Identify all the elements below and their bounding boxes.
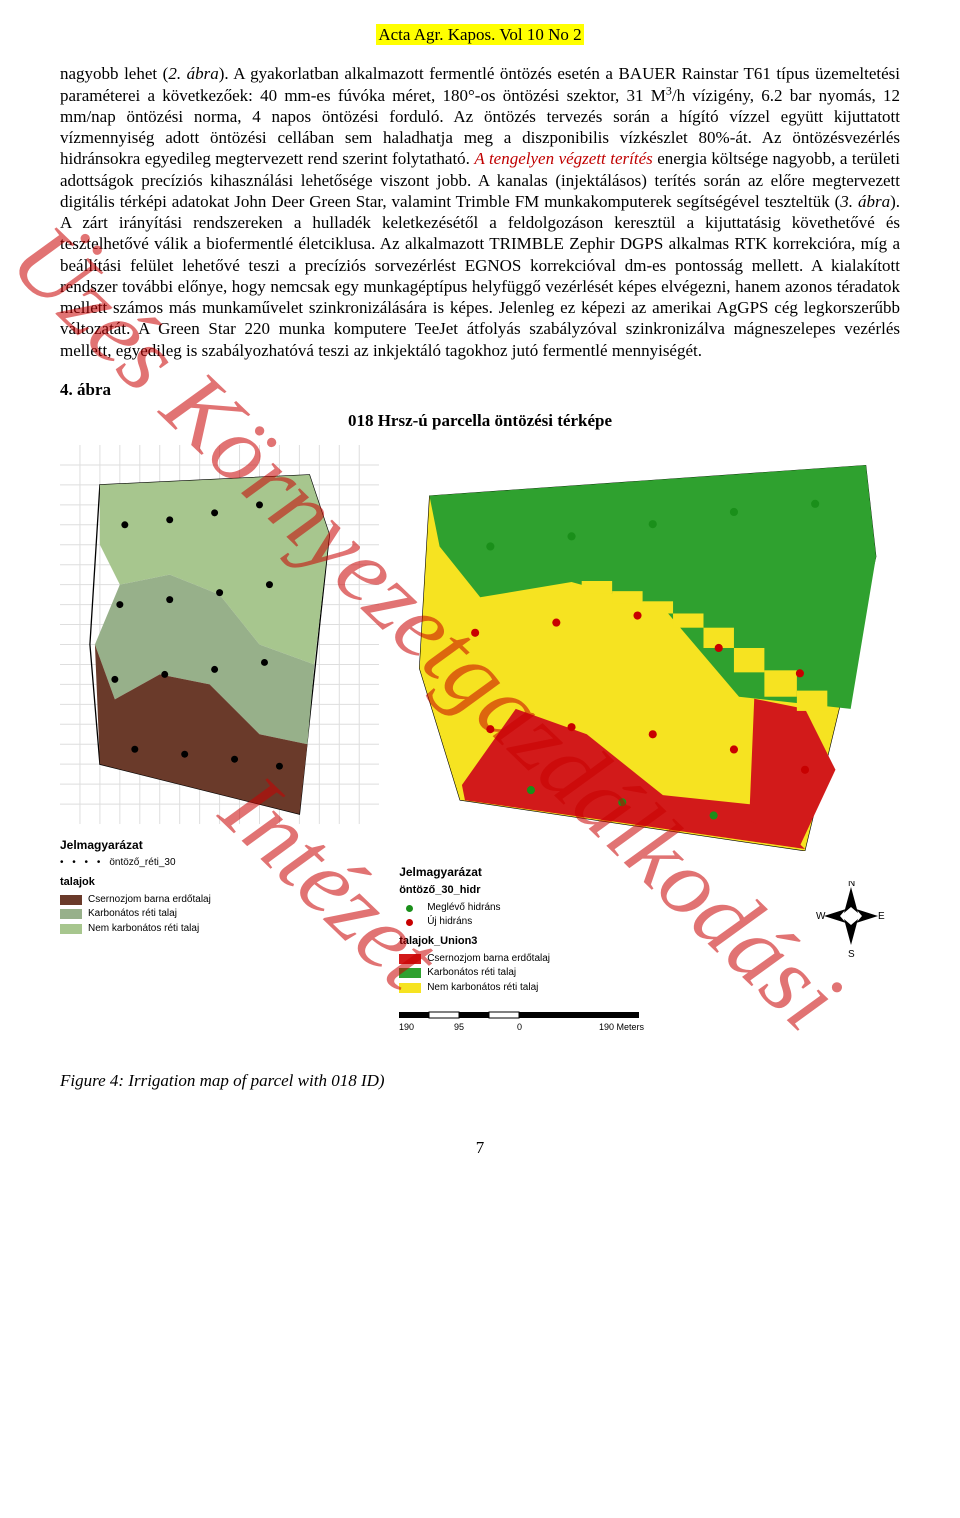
page-number: 7 [60,1137,900,1158]
scale-95: 95 [454,1022,464,1032]
figure-label: 4. ábra [60,379,900,400]
legend-right-soil-1: Karbonátos réti talaj [427,967,516,980]
legend-left-sub: talajok [60,876,379,890]
map-right-svg [399,445,886,851]
svg-text:W: W [816,911,826,922]
map-left-svg [60,445,379,824]
text-red-emphasis: A tengelyen végzett terítés [474,149,652,168]
figure-title: 018 Hrsz-ú parcella öntözési térképe [60,410,900,431]
map-right-column: Jelmagyarázat öntöző_30_hidr Meglévő hid… [399,445,886,1034]
map-left-column: Jelmagyarázat • • • • öntöző_réti_30 tal… [60,445,379,937]
legend-right: Jelmagyarázat öntöző_30_hidr Meglévő hid… [399,865,796,1034]
svg-text:E: E [878,911,885,922]
legend-left-title: Jelmagyarázat [60,838,379,853]
text-ref-2abra: 2. ábra [168,64,218,83]
legend-left-soil-1: Karbonátos réti talaj [88,908,177,921]
maps-container: Jelmagyarázat • • • • öntöző_réti_30 tal… [60,445,900,1034]
legend-left-dotline-label: öntöző_réti_30 [109,857,175,870]
scale-190b: 190 Meters [599,1022,645,1032]
body-paragraph: nagyobb lehet (2. ábra). A gyakorlatban … [60,63,900,361]
scale-0: 0 [517,1022,522,1032]
legend-left-soil-2: Nem karbonátos réti talaj [88,923,199,936]
svg-text:N: N [848,881,855,889]
figure-caption: Figure 4: Irrigation map of parcel with … [60,1070,900,1091]
legend-left-dotline: • • • • öntöző_réti_30 [60,857,379,870]
text-ref-3abra: 3. ábra [840,192,890,211]
scale-190a: 190 [399,1022,414,1032]
text-5: ). A zárt irányítási rendszereken a hull… [60,192,900,360]
legend-right-zone: öntöző_30_hidr [399,884,796,898]
legend-right-hyd-1: Új hidráns [427,916,472,929]
scalebar: 190 95 0 190 Meters [399,1004,659,1034]
compass-icon: N S W E [816,881,886,971]
legend-left-soil-0: Csernozjom barna erdőtalaj [88,894,211,907]
legend-left: Jelmagyarázat • • • • öntöző_réti_30 tal… [60,838,379,935]
legend-right-soil-2: Nem karbonátos réti talaj [427,982,538,995]
text-1: nagyobb lehet ( [60,64,168,83]
legend-right-hyd-0: Meglévő hidráns [427,902,500,915]
journal-header-text: Acta Agr. Kapos. Vol 10 No 2 [376,24,583,45]
legend-right-title: Jelmagyarázat [399,865,796,880]
legend-right-sub: talajok_Union3 [399,935,796,949]
legend-right-soil-0: Csernozjom barna erdőtalaj [427,953,550,966]
journal-header: Acta Agr. Kapos. Vol 10 No 2 [60,24,900,45]
svg-text:S: S [848,949,855,960]
